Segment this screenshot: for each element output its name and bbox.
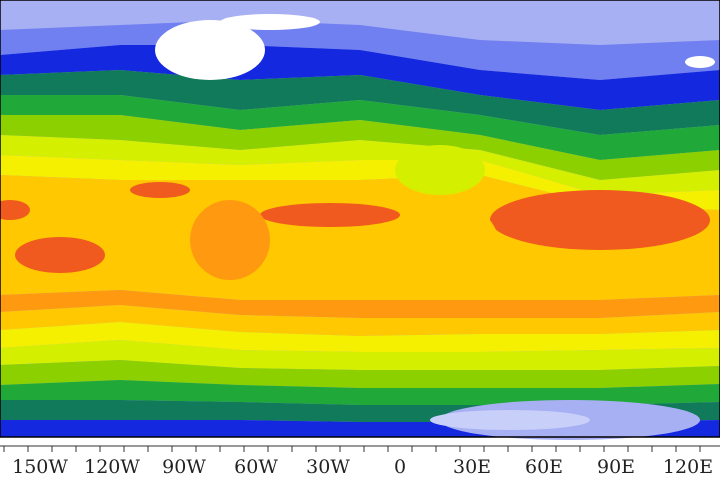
contour-region bbox=[15, 237, 105, 273]
contour-band bbox=[0, 322, 720, 352]
contour-region bbox=[190, 200, 270, 280]
contour-region bbox=[430, 410, 590, 430]
contour-region bbox=[220, 14, 320, 30]
contour-bands bbox=[0, 0, 720, 437]
contour-band bbox=[0, 155, 720, 210]
contour-band bbox=[0, 360, 720, 388]
contour-band bbox=[0, 340, 720, 370]
contour-band bbox=[0, 290, 720, 318]
contour-band bbox=[0, 115, 720, 180]
map-frame bbox=[0, 0, 720, 438]
contour-region bbox=[395, 145, 485, 195]
x-tick-label: 120W bbox=[84, 456, 140, 478]
contour-band bbox=[0, 70, 720, 135]
contour-band bbox=[0, 135, 720, 195]
contour-band bbox=[0, 0, 720, 45]
contour-region bbox=[685, 56, 715, 68]
x-tick-label: 0 bbox=[393, 456, 407, 478]
x-tick-label: 30E bbox=[452, 456, 492, 478]
contour-highlights bbox=[0, 14, 715, 440]
x-tick-label: 90W bbox=[162, 456, 206, 478]
contour-region bbox=[490, 190, 710, 250]
contour-band bbox=[0, 380, 720, 405]
x-tick-label: 60W bbox=[234, 456, 278, 478]
x-axis-ticks bbox=[0, 445, 720, 452]
contour-region bbox=[440, 210, 500, 290]
x-tick-label: 120E bbox=[662, 456, 714, 478]
x-tick-label: 90E bbox=[596, 456, 636, 478]
contour-region bbox=[155, 20, 265, 80]
contour-band bbox=[0, 305, 720, 336]
contour-region bbox=[130, 182, 190, 198]
x-tick-label: 150W bbox=[12, 456, 68, 478]
contour-region bbox=[0, 200, 30, 220]
x-tick-label: 30W bbox=[306, 456, 350, 478]
x-tick-label: 60E bbox=[524, 456, 564, 478]
contour-region bbox=[260, 203, 400, 227]
contour-band bbox=[0, 95, 720, 160]
